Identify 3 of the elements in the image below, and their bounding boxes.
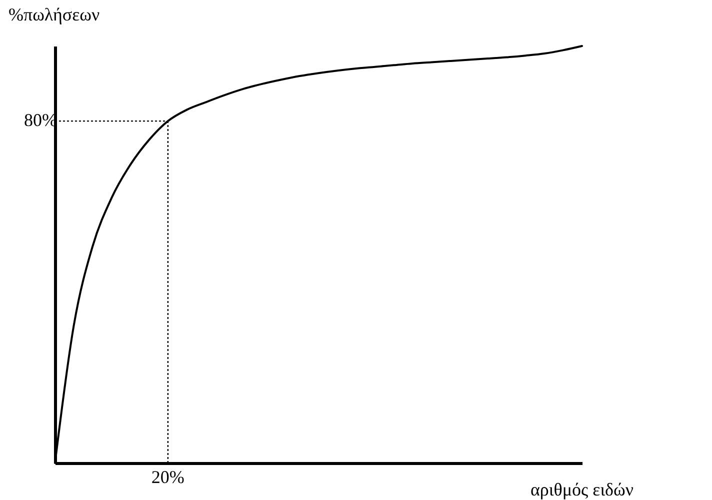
x-axis-title: αριθμός ειδών xyxy=(530,480,634,500)
y-axis-title: %πωλήσεων xyxy=(8,4,100,24)
text: 20% xyxy=(151,467,184,487)
